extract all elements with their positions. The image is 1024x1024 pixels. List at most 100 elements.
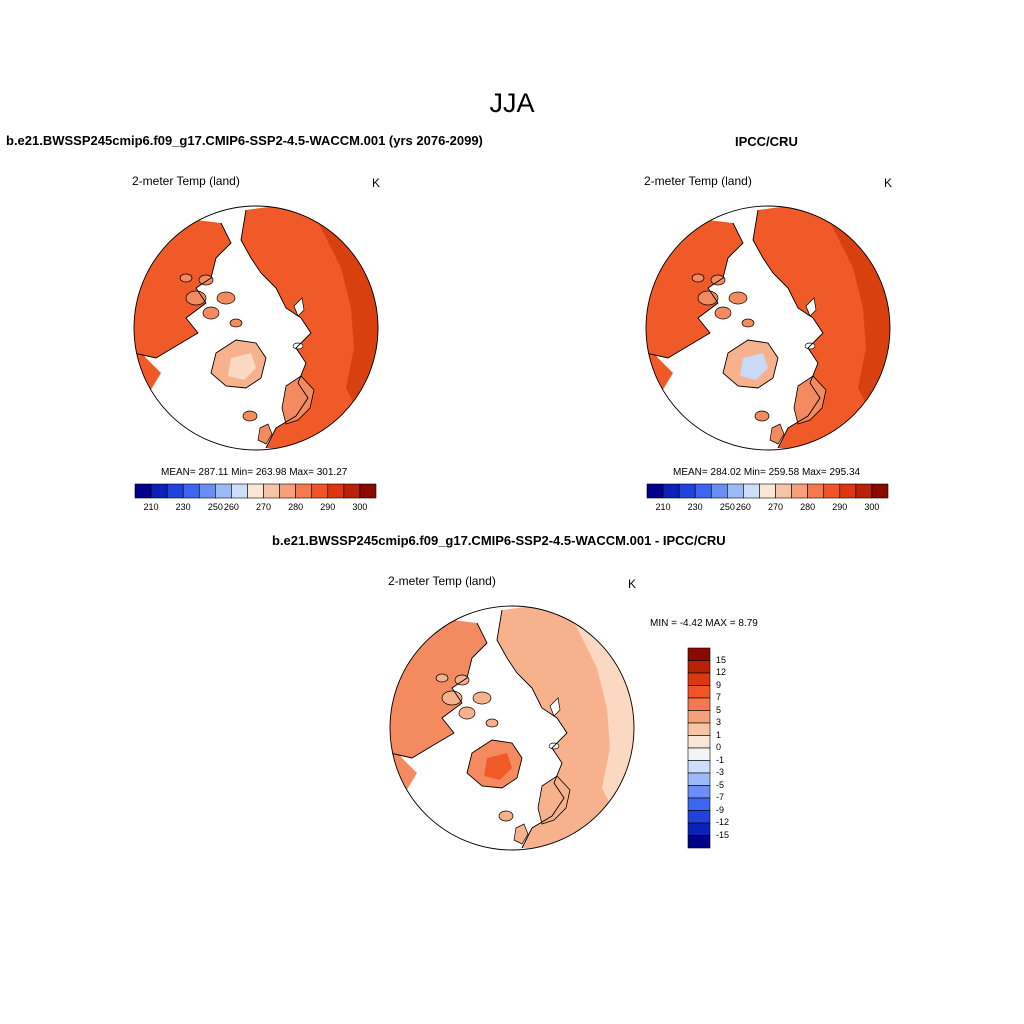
colorbar-swatch <box>687 672 711 686</box>
colorbar-tick-label: -3 <box>716 767 725 777</box>
panel-3-units: K <box>628 577 637 591</box>
land-arctic-island <box>202 306 220 320</box>
panel-1-units: K <box>372 176 381 190</box>
colorbar-swatch <box>662 483 680 499</box>
colorbar-tick-label: 290 <box>832 502 848 512</box>
colorbar-tick-label: -15 <box>716 829 730 840</box>
colorbar-tick-label: -7 <box>716 792 725 802</box>
panel-2-variable: 2-meter Temp (land) <box>644 174 752 188</box>
land-arctic-island <box>435 673 449 683</box>
colorbar-tick-label: 7 <box>716 692 722 702</box>
colorbar-swatch <box>759 483 776 499</box>
land-scandinavia <box>281 375 315 425</box>
land-arctic-island <box>697 290 719 306</box>
colorbar-swatch <box>871 483 889 499</box>
panel-2-colorbar <box>646 483 889 499</box>
land-greenland-interior <box>228 353 256 380</box>
land-greenland-interior <box>740 353 768 380</box>
colorbar-swatch <box>694 483 712 499</box>
colorbar-swatch <box>279 483 296 499</box>
colorbar-tick-label: 250 <box>719 502 735 512</box>
land-novaya-zemlya <box>549 697 561 717</box>
colorbar-tick-label: -5 <box>716 779 725 790</box>
colorbar-swatch <box>687 747 711 761</box>
land-north-america <box>134 220 231 358</box>
colorbar-tick-label: 210 <box>143 502 159 512</box>
colorbar-swatch <box>687 647 711 661</box>
land-arctic-island <box>472 691 492 705</box>
colorbar-swatch <box>198 483 216 499</box>
land-britain <box>769 423 785 445</box>
colorbar-tick-label: 280 <box>800 502 816 512</box>
colorbar-tick-label: 270 <box>256 502 272 512</box>
colorbar-tick-label: 230 <box>687 502 703 512</box>
coastline-eurasia <box>496 609 568 849</box>
panel-2-polar-map <box>645 205 891 451</box>
colorbar-swatch <box>166 483 184 499</box>
colorbar-tick-label: 9 <box>716 679 722 690</box>
panel-3-title: b.e21.BWSSP245cmip6.f09_g17.CMIP6-SSP2-4… <box>272 533 726 548</box>
land-greenland-interior <box>484 753 512 780</box>
land-arctic-island <box>728 291 748 305</box>
land-arctic-island <box>454 674 470 686</box>
colorbar-swatch <box>687 710 711 724</box>
colorbar-swatch <box>327 483 345 499</box>
colorbar-swatch <box>839 483 857 499</box>
land-arctic-island <box>198 274 214 286</box>
land-arctic-island <box>714 306 732 320</box>
land-arctic-island <box>216 291 236 305</box>
panel-1-variable: 2-meter Temp (land) <box>132 174 240 188</box>
panel-2-units: K <box>884 176 893 190</box>
land-arctic-island <box>458 706 476 720</box>
panel-3-colorbar <box>687 647 711 849</box>
colorbar-swatch <box>687 810 711 824</box>
colorbar-tick-label: -9 <box>716 804 725 815</box>
colorbar-swatch <box>263 483 280 499</box>
coastline-eurasia <box>240 209 312 449</box>
colorbar-swatch <box>687 685 711 699</box>
panel-2-title: IPCC/CRU <box>735 134 798 149</box>
coastline-eurasia <box>752 209 824 449</box>
colorbar-swatch <box>791 483 808 499</box>
map-boundary <box>389 605 635 851</box>
colorbar-swatch <box>295 483 313 499</box>
colorbar-tick-label: 260 <box>735 502 751 512</box>
colorbar-swatch <box>343 483 361 499</box>
land-arctic-island <box>229 318 243 328</box>
colorbar-tick-label: 230 <box>175 502 191 512</box>
colorbar-tick-label: 300 <box>352 502 368 512</box>
colorbar-swatch <box>687 697 711 711</box>
colorbar-tick-label: 5 <box>716 704 722 715</box>
colorbar-tick-label: 1 <box>716 729 722 740</box>
colorbar-swatch <box>687 785 711 799</box>
colorbar-tick-label: -12 <box>716 817 730 827</box>
coastline-north-america <box>646 222 744 359</box>
land-arctic-island <box>185 290 207 306</box>
land-scandinavia <box>537 775 571 825</box>
land-arctic-island <box>485 718 499 728</box>
land-arctic-island <box>179 273 193 283</box>
colorbar-swatch <box>743 483 760 499</box>
colorbar-swatch <box>247 483 264 499</box>
panel-3-stats: MIN = -4.42 MAX = 8.79 <box>650 618 758 629</box>
colorbar-swatch <box>359 483 377 499</box>
land-britain <box>257 423 273 445</box>
colorbar-swatch <box>678 483 696 499</box>
colorbar-swatch <box>807 483 825 499</box>
colorbar-swatch <box>182 483 200 499</box>
colorbar-swatch <box>646 483 664 499</box>
colorbar-tick-label: 260 <box>223 502 239 512</box>
colorbar-swatch <box>687 772 711 786</box>
map-boundary <box>645 205 891 451</box>
colorbar-tick-label: 15 <box>716 654 727 665</box>
colorbar-swatch <box>215 483 232 499</box>
colorbar-tick-label: 210 <box>655 502 671 512</box>
panel-2-stats: MEAN= 284.02 Min= 259.58 Max= 295.34 <box>673 467 861 478</box>
panel-1-stats: MEAN= 287.11 Min= 263.98 Max= 301.27 <box>161 467 348 478</box>
colorbar-swatch <box>687 660 711 674</box>
land-arctic-island <box>741 318 755 328</box>
land-novaya-zemlya <box>293 297 305 317</box>
colorbar-swatch <box>231 483 248 499</box>
panel-3-variable: 2-meter Temp (land) <box>388 574 496 588</box>
land-north-america <box>646 220 743 358</box>
